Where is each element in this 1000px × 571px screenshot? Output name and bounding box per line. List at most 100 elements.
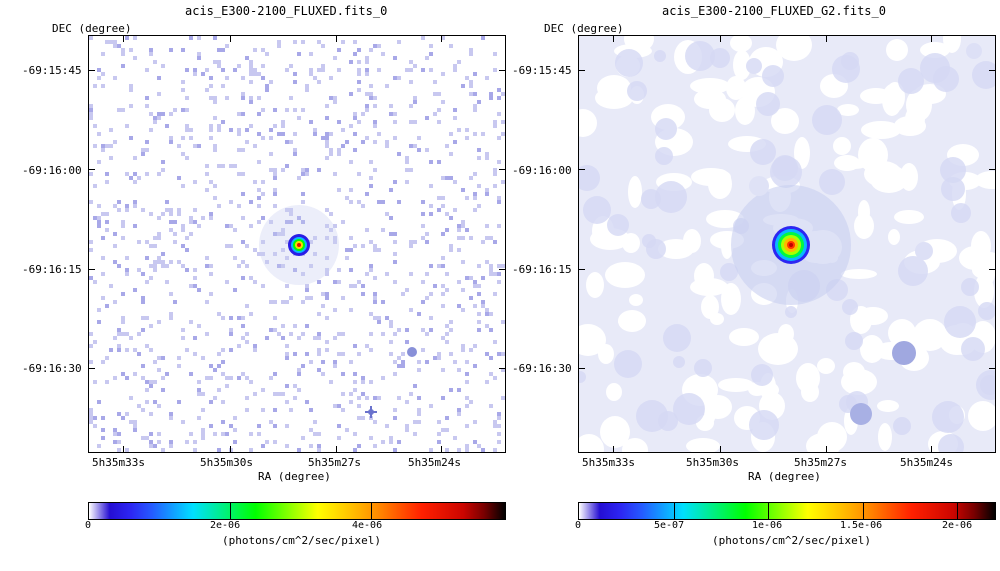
photon-pixel: [265, 88, 269, 92]
sky-image[interactable]: [578, 35, 996, 453]
photon-pixel: [497, 200, 501, 204]
photon-pixel: [493, 124, 497, 128]
photon-pixel: [369, 348, 373, 352]
empty-region: [833, 137, 851, 155]
empty-region: [885, 82, 905, 112]
photon-pixel: [429, 68, 433, 72]
photon-pixel: [213, 96, 217, 100]
photon-pixel: [145, 316, 149, 320]
photon-pixel: [249, 312, 253, 316]
photon-pixel: [405, 288, 409, 292]
photon-pixel: [101, 428, 105, 432]
photon-pixel: [333, 364, 337, 368]
photon-pixel: [469, 176, 473, 180]
photon-pixel: [425, 272, 429, 276]
photon-pixel: [269, 80, 273, 84]
photon-pixel: [493, 68, 497, 72]
photon-pixel: [249, 224, 253, 228]
photon-pixel: [313, 236, 317, 240]
photon-pixel: [445, 272, 449, 276]
photon-pixel: [161, 252, 165, 256]
photon-pixel: [317, 352, 321, 356]
photon-pixel: [101, 360, 105, 364]
photon-pixel: [485, 224, 489, 228]
photon-pixel: [293, 396, 297, 400]
photon-pixel: [337, 120, 341, 124]
photon-pixel: [221, 400, 225, 404]
photon-pixel: [213, 36, 217, 40]
photon-pixel: [321, 64, 325, 68]
empty-region: [920, 42, 950, 58]
photon-pixel: [93, 280, 97, 284]
photon-pixel: [465, 380, 469, 384]
photon-pixel: [293, 148, 297, 152]
photon-pixel: [201, 428, 205, 432]
photon-pixel: [217, 448, 221, 452]
photon-pixel: [489, 312, 493, 316]
photon-pixel: [357, 48, 361, 52]
photon-pixel: [125, 208, 129, 212]
photon-pixel: [133, 200, 137, 204]
photon-pixel: [397, 76, 401, 80]
photon-pixel: [105, 380, 109, 384]
photon-pixel: [277, 40, 281, 44]
photon-pixel: [225, 376, 229, 380]
photon-pixel: [325, 224, 329, 228]
photon-pixel: [249, 276, 253, 280]
photon-pixel: [365, 396, 369, 400]
photon-pixel: [473, 304, 477, 308]
photon-pixel: [157, 172, 161, 176]
photon-pixel: [201, 392, 205, 396]
photon-pixel: [121, 108, 125, 112]
photon-pixel: [345, 248, 349, 252]
photon-pixel: [149, 112, 153, 116]
photon-pixel: [89, 36, 93, 40]
photon-pixel: [441, 396, 445, 400]
photon-pixel: [101, 416, 105, 420]
photon-pixel: [493, 272, 497, 276]
photon-pixel: [457, 228, 461, 232]
photon-pixel: [373, 316, 377, 320]
faint-emission: [655, 118, 677, 140]
photon-pixel: [257, 96, 261, 100]
photon-pixel: [145, 172, 149, 176]
photon-pixel: [285, 444, 289, 448]
photon-pixel: [373, 168, 377, 172]
photon-pixel: [357, 72, 361, 76]
photon-pixel: [149, 384, 153, 388]
photon-pixel: [177, 356, 181, 360]
photon-pixel: [365, 272, 369, 276]
photon-pixel: [233, 164, 237, 168]
empty-region: [729, 328, 759, 346]
photon-pixel: [201, 432, 205, 436]
faint-source: [966, 43, 982, 59]
photon-pixel: [265, 336, 269, 340]
faint-source: [370, 406, 372, 418]
photon-pixel: [389, 352, 393, 356]
photon-pixel: [373, 296, 377, 300]
photon-pixel: [169, 416, 173, 420]
photon-pixel: [181, 244, 185, 248]
photon-pixel: [253, 144, 257, 148]
photon-pixel: [213, 396, 217, 400]
photon-pixel: [245, 128, 249, 132]
photon-pixel: [477, 328, 481, 332]
photon-pixel: [309, 360, 313, 364]
photon-pixel: [217, 64, 221, 68]
photon-pixel: [205, 172, 209, 176]
photon-pixel: [341, 220, 345, 224]
photon-pixel: [281, 336, 285, 340]
empty-region: [721, 283, 741, 315]
photon-pixel: [437, 432, 441, 436]
photon-pixel: [217, 128, 221, 132]
photon-pixel: [113, 432, 117, 436]
photon-pixel: [261, 408, 265, 412]
photon-pixel: [361, 416, 365, 420]
photon-pixel: [333, 96, 337, 100]
photon-pixel: [389, 324, 393, 328]
photon-pixel: [441, 176, 445, 180]
sky-image[interactable]: [88, 35, 506, 453]
photon-pixel: [333, 280, 337, 284]
photon-pixel: [405, 400, 409, 404]
faint-emission: [607, 214, 629, 236]
